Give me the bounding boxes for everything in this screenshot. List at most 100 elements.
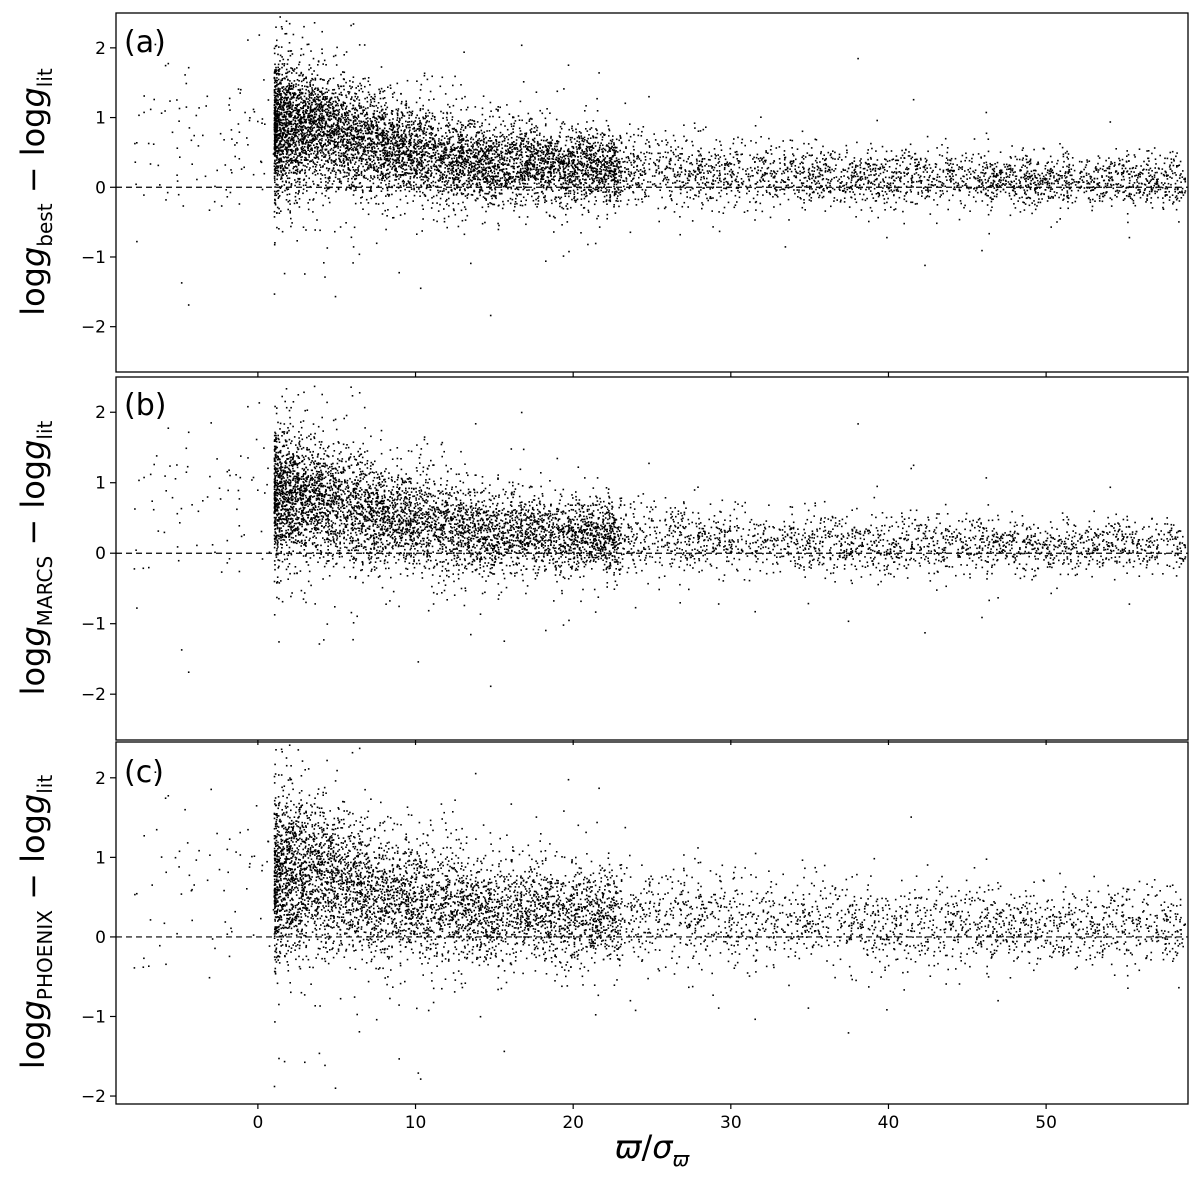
data-point	[381, 213, 384, 215]
data-point	[294, 172, 297, 174]
data-point	[608, 172, 611, 175]
data-point	[1170, 158, 1173, 160]
data-point	[786, 166, 789, 169]
data-point	[482, 172, 484, 175]
data-point	[176, 147, 179, 149]
data-point	[1041, 198, 1043, 200]
data-point	[915, 172, 918, 174]
data-point	[405, 126, 408, 129]
data-point	[459, 142, 461, 144]
data-point	[384, 143, 387, 145]
data-point	[289, 212, 291, 214]
data-point	[182, 205, 185, 207]
data-point	[474, 156, 476, 159]
data-point	[252, 108, 255, 111]
data-point	[677, 173, 679, 176]
data-point	[282, 169, 284, 172]
data-point	[513, 165, 515, 168]
data-point	[240, 88, 242, 91]
data-point	[292, 172, 295, 174]
data-point	[323, 126, 326, 128]
data-point	[314, 100, 317, 102]
data-point	[332, 77, 335, 80]
data-point	[599, 161, 602, 163]
data-point	[383, 127, 386, 130]
data-point	[426, 78, 429, 81]
data-point	[561, 153, 564, 155]
data-point	[354, 120, 357, 122]
data-point	[376, 174, 379, 177]
data-point	[372, 97, 374, 100]
data-point	[399, 147, 402, 149]
data-point	[1118, 157, 1120, 160]
data-point	[958, 166, 960, 168]
data-point	[580, 198, 583, 200]
data-point	[1050, 195, 1053, 198]
data-point	[978, 181, 981, 183]
data-point	[357, 116, 360, 118]
data-point	[427, 163, 430, 166]
data-point	[541, 157, 543, 159]
data-point	[476, 175, 478, 177]
data-point	[683, 201, 686, 204]
data-point	[533, 165, 536, 167]
data-point	[769, 216, 772, 219]
data-point	[304, 102, 307, 105]
data-point	[881, 145, 884, 148]
data-point	[595, 170, 598, 172]
data-point	[519, 145, 521, 147]
data-point	[743, 211, 746, 213]
data-point	[554, 158, 557, 161]
data-point	[570, 175, 573, 178]
data-point	[584, 110, 586, 112]
data-point	[351, 138, 354, 141]
data-point	[282, 118, 285, 121]
data-point	[513, 122, 516, 125]
data-point	[877, 195, 880, 198]
data-point	[558, 135, 561, 137]
data-point	[593, 154, 595, 157]
data-point	[559, 131, 561, 134]
data-point	[695, 176, 697, 178]
data-point	[616, 164, 618, 167]
data-point	[279, 103, 282, 106]
data-point	[421, 130, 424, 132]
data-point	[462, 159, 465, 162]
data-point	[550, 161, 552, 163]
data-point	[1137, 175, 1140, 177]
data-point	[406, 172, 409, 174]
data-point	[300, 80, 303, 83]
data-point	[519, 177, 522, 180]
data-point	[370, 187, 372, 190]
data-point	[1027, 185, 1030, 188]
data-point	[397, 182, 400, 185]
data-point	[520, 163, 523, 165]
data-point	[298, 74, 300, 77]
data-point	[315, 95, 318, 98]
data-point	[578, 136, 581, 139]
data-point	[610, 158, 613, 160]
data-point	[549, 168, 552, 170]
data-point	[459, 171, 461, 174]
data-point	[335, 190, 337, 193]
data-point	[387, 157, 389, 160]
data-point	[315, 103, 318, 105]
data-point	[316, 96, 319, 98]
data-point	[1128, 160, 1130, 162]
data-point	[281, 174, 283, 177]
data-point	[675, 148, 677, 151]
data-point	[418, 148, 420, 150]
data-point	[298, 89, 301, 92]
data-point	[1110, 176, 1113, 178]
data-point	[493, 178, 495, 181]
data-point	[619, 134, 621, 137]
data-point	[1075, 181, 1078, 183]
data-point	[475, 160, 477, 162]
data-point	[632, 177, 635, 180]
data-point	[545, 260, 547, 262]
data-point	[384, 124, 387, 126]
data-point	[539, 132, 541, 135]
data-point	[390, 155, 393, 158]
data-point	[502, 203, 505, 206]
data-point	[926, 179, 929, 181]
